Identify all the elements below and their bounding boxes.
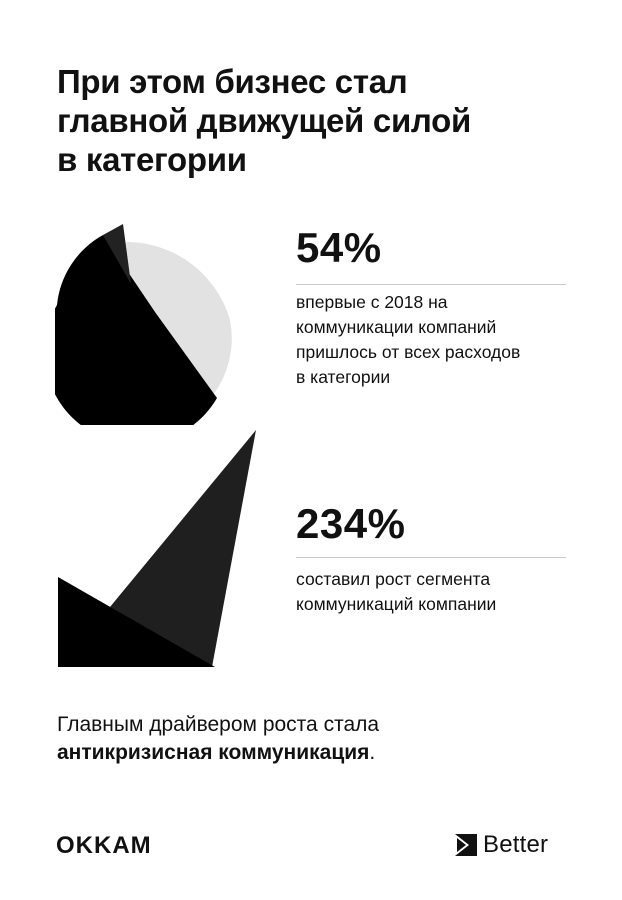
stat-description-growth: составил рост сегмента коммуникаций комп… [296,567,566,617]
title-line-3: в категории [57,141,247,178]
better-logo: Better [455,831,548,859]
triangle-graphic [58,430,256,667]
stat-block-growth: 234% составил рост сегмента коммуникаций… [296,502,566,617]
conclusion-line-1: Главным драйвером роста стала [57,713,380,736]
stat-description-line: пришлось от всех расходов [296,342,521,362]
conclusion-line-2: антикризисная коммуникация. [57,739,379,767]
better-logo-text: Better [483,831,549,858]
stat-description-line: коммуникации компаний [296,317,497,337]
stat-description-line: в категории [296,367,391,387]
better-logo-icon [455,834,477,856]
conclusion-text: Главным драйвером роста стала антикризис… [57,711,379,767]
stat-description-line: коммуникаций компании [296,594,497,614]
stat-description-share: впервые с 2018 на коммуникации компаний … [296,290,566,390]
pie-slice-part [103,224,131,284]
title-line-1: При этом бизнес стал [57,63,408,100]
title-line-2: главной движущей силой [57,102,472,139]
conclusion-period: . [369,741,376,764]
stat-value-share: 54% [296,224,382,271]
stat-description-line: составил рост сегмента [296,569,491,589]
pie-graphic [55,224,232,425]
stat-block-share: 54% впервые с 2018 на коммуникации компа… [296,226,566,390]
stat-divider [296,284,566,285]
pie-dark-part [55,235,217,425]
page-title: При этом бизнес стал главной движущей си… [57,62,557,179]
triangle-gray [110,430,256,667]
stat-value-growth: 234% [296,500,406,547]
okkam-logo: OKKAM [56,832,152,859]
stat-description-line: впервые с 2018 на [296,292,448,312]
triangle-dark [58,577,215,667]
stat-divider [296,557,566,558]
conclusion-bold: антикризисная коммуникация [57,741,370,764]
